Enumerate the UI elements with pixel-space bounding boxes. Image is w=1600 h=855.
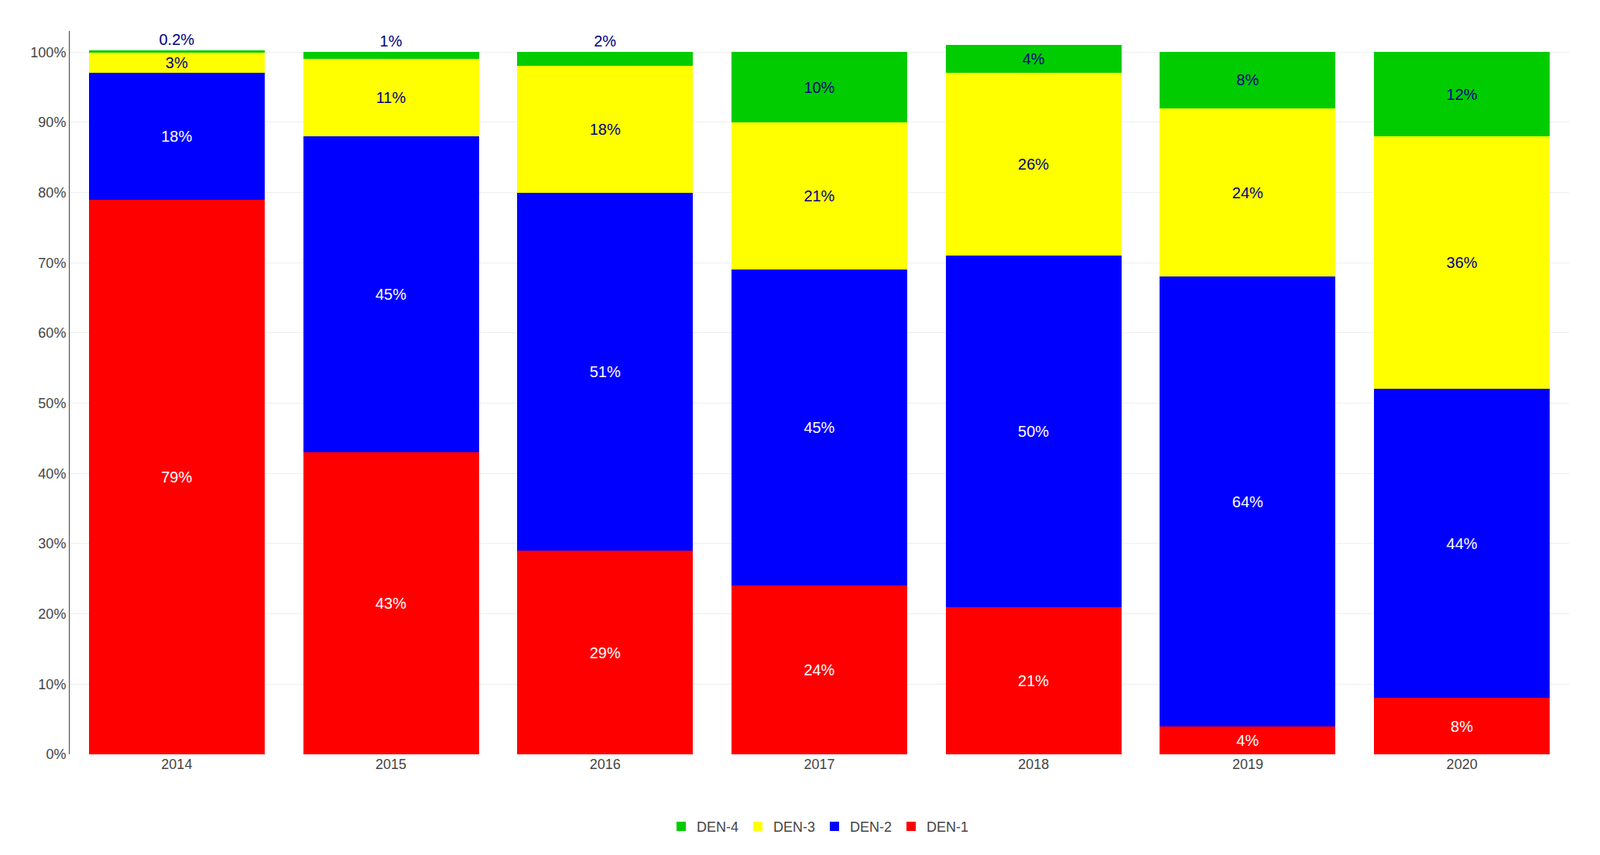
svg-text:60%: 60% [37, 325, 66, 341]
svg-text:0%: 0% [45, 746, 66, 762]
svg-text:11%: 11% [376, 89, 407, 107]
svg-text:79%: 79% [161, 468, 192, 486]
svg-text:DEN-4: DEN-4 [696, 818, 739, 835]
svg-text:24%: 24% [803, 661, 835, 679]
svg-text:DEN-1: DEN-1 [926, 818, 969, 835]
svg-text:100%: 100% [30, 44, 66, 60]
svg-text:45%: 45% [375, 285, 407, 303]
svg-text:70%: 70% [37, 255, 66, 271]
svg-text:44%: 44% [1446, 534, 1478, 552]
svg-text:90%: 90% [37, 114, 66, 131]
svg-text:45%: 45% [803, 418, 835, 436]
svg-text:0.2%: 0.2% [158, 30, 195, 48]
svg-text:50%: 50% [1017, 422, 1049, 440]
svg-text:2017: 2017 [803, 756, 835, 772]
svg-text:2018: 2018 [1017, 756, 1049, 772]
svg-text:8%: 8% [1236, 71, 1259, 89]
svg-text:30%: 30% [37, 535, 66, 552]
svg-text:4%: 4% [1236, 731, 1259, 749]
svg-text:10%: 10% [803, 78, 835, 96]
svg-text:DEN-2: DEN-2 [849, 818, 892, 835]
svg-text:64%: 64% [1232, 493, 1264, 511]
svg-text:50%: 50% [37, 395, 66, 412]
svg-text:2014: 2014 [161, 756, 192, 772]
svg-text:26%: 26% [1017, 155, 1049, 173]
svg-text:2020: 2020 [1446, 756, 1478, 772]
svg-text:10%: 10% [37, 676, 66, 693]
svg-text:2%: 2% [593, 32, 617, 50]
svg-text:20%: 20% [37, 606, 66, 622]
svg-text:3%: 3% [165, 54, 189, 72]
svg-text:21%: 21% [1017, 671, 1049, 689]
svg-text:43%: 43% [375, 594, 407, 612]
svg-text:40%: 40% [37, 465, 66, 482]
svg-text:18%: 18% [589, 120, 621, 138]
svg-text:8%: 8% [1450, 717, 1474, 735]
svg-text:2015: 2015 [375, 756, 407, 772]
svg-text:12%: 12% [1446, 85, 1478, 103]
svg-text:36%: 36% [1446, 253, 1478, 271]
svg-text:DEN-3: DEN-3 [773, 818, 816, 835]
svg-text:29%: 29% [589, 644, 621, 662]
svg-text:24%: 24% [1232, 184, 1264, 202]
svg-text:80%: 80% [37, 185, 66, 201]
svg-text:18%: 18% [161, 127, 192, 145]
svg-text:51%: 51% [589, 363, 621, 381]
svg-text:21%: 21% [803, 187, 835, 205]
svg-text:1%: 1% [380, 32, 403, 50]
svg-text:2019: 2019 [1232, 756, 1264, 772]
svg-text:2016: 2016 [589, 756, 621, 772]
svg-text:4%: 4% [1022, 50, 1045, 68]
